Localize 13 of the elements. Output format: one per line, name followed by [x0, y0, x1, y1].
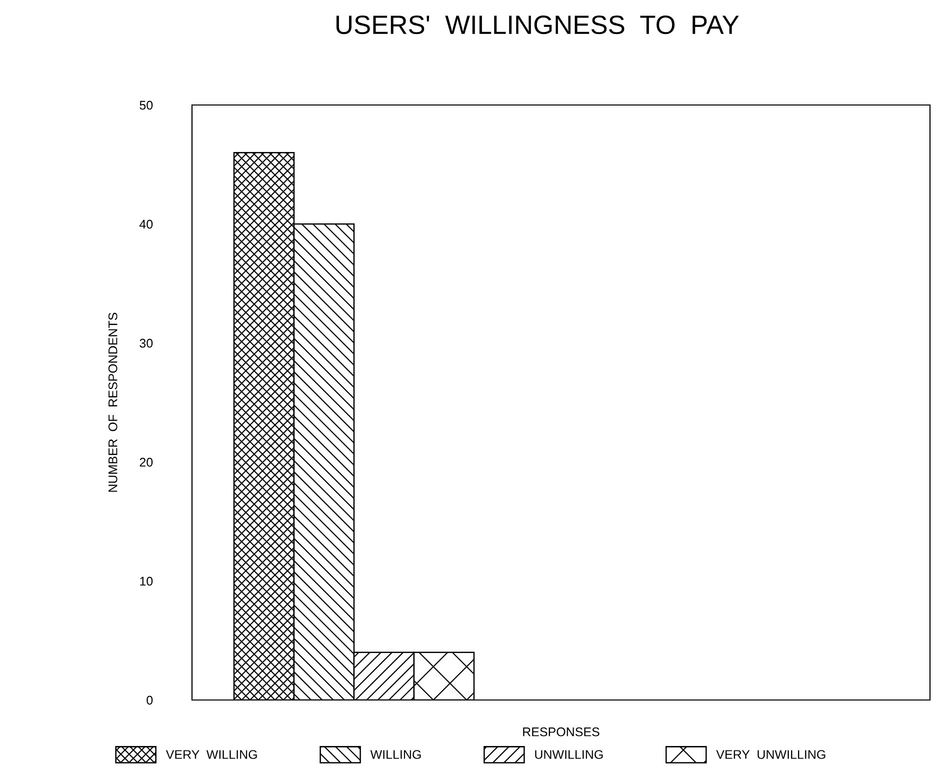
- y-tick-label: 50: [140, 100, 153, 110]
- y-tick-label: 0: [146, 696, 153, 705]
- chart-title: USERS' WILLINGNESS TO PAY: [336, 15, 739, 34]
- x-axis-title: RESPONSES: [523, 727, 600, 736]
- legend-label: UNWILLING: [535, 750, 603, 759]
- legend-label: VERY WILLING: [166, 750, 257, 759]
- y-tick-label: 10: [140, 576, 153, 586]
- y-tick-label: 40: [139, 220, 153, 229]
- y-tick-label: 20: [140, 458, 153, 467]
- y-tick-label: 30: [140, 338, 153, 348]
- legend-label: VERY UNWILLING: [716, 750, 826, 759]
- y-axis-title: NUMBER OF RESPONDENTS: [108, 312, 118, 492]
- legend-label: WILLING: [370, 750, 421, 759]
